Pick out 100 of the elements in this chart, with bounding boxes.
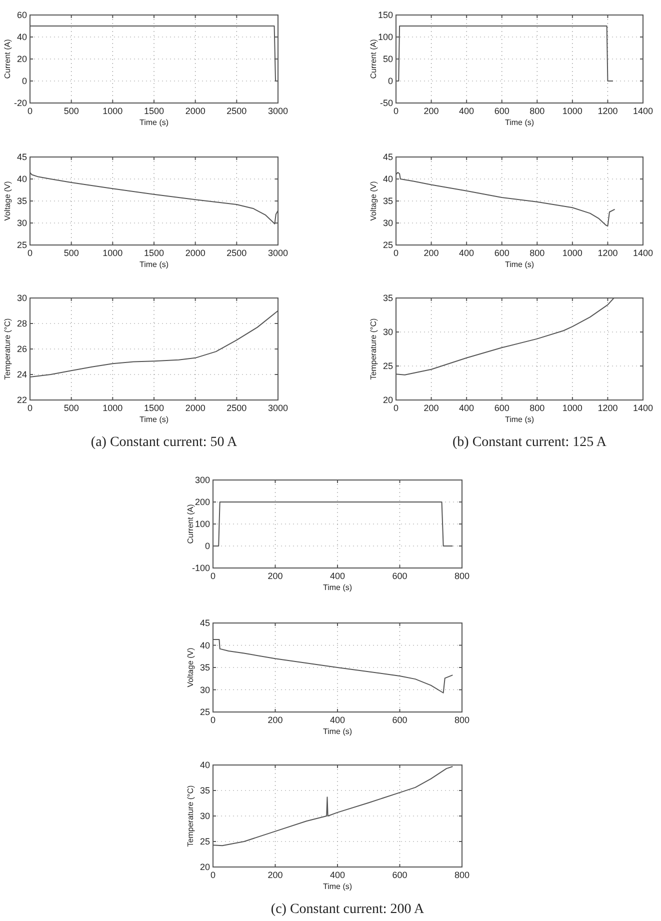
y-tick-label: 45 <box>16 152 27 162</box>
y-tick-label: 100 <box>378 32 393 42</box>
y-tick-label: 26 <box>16 344 27 354</box>
x-tick-label: 800 <box>530 106 545 116</box>
x-axis-title: Time (s) <box>139 415 169 424</box>
y-axis-title: Temperature (°C) <box>186 784 195 847</box>
y-axis-title: Temperature (°C) <box>3 318 12 380</box>
y-axis-title: Voltage (V) <box>3 180 12 221</box>
y-tick-label: 30 <box>200 811 210 821</box>
x-tick-label: 1000 <box>102 403 123 413</box>
y-tick-label: 30 <box>382 327 393 337</box>
x-tick-label: 1000 <box>562 106 582 116</box>
y-axis-title: Current (A) <box>186 504 195 544</box>
x-tick-label: 800 <box>454 715 470 725</box>
y-tick-label: 100 <box>194 519 210 529</box>
x-axis-title: Time (s) <box>322 583 352 592</box>
y-tick-label: 24 <box>16 370 27 380</box>
x-tick-label: 200 <box>268 571 283 581</box>
y-tick-label: 25 <box>200 836 210 846</box>
x-tick-label: 2500 <box>226 106 247 116</box>
y-tick-label: 28 <box>16 318 27 328</box>
y-tick-label: 200 <box>194 497 210 507</box>
y-tick-label: 0 <box>22 76 27 86</box>
x-tick-label: 600 <box>392 571 408 581</box>
x-tick-label: 1500 <box>144 403 164 413</box>
y-tick-label: 25 <box>382 240 393 250</box>
y-axis-title: Temperature (°C) <box>369 318 378 380</box>
y-tick-label: 22 <box>16 395 27 405</box>
x-tick-label: 600 <box>392 715 408 725</box>
x-tick-label: 200 <box>268 715 283 725</box>
x-tick-label: 1500 <box>144 106 164 116</box>
y-tick-label: 30 <box>16 293 27 303</box>
x-tick-label: 1200 <box>598 106 618 116</box>
x-tick-label: 400 <box>330 870 346 880</box>
x-tick-label: 200 <box>424 106 439 116</box>
y-tick-label: 60 <box>16 10 27 20</box>
y-tick-label: 20 <box>16 54 27 64</box>
x-tick-label: 400 <box>330 571 346 581</box>
y-tick-label: 20 <box>200 862 210 872</box>
y-tick-label: 150 <box>378 10 393 20</box>
x-tick-label: 1000 <box>102 248 123 258</box>
x-tick-label: 800 <box>530 248 545 258</box>
x-tick-label: 1400 <box>632 106 654 116</box>
y-axis-title: Voltage (V) <box>369 180 378 221</box>
x-tick-label: 600 <box>494 106 510 116</box>
y-tick-label: 45 <box>200 618 210 628</box>
y-tick-label: 30 <box>382 218 393 228</box>
y-tick-label: 50 <box>382 54 393 64</box>
x-tick-label: 800 <box>454 870 470 880</box>
y-tick-label: 20 <box>382 395 393 405</box>
x-axis-title: Time (s) <box>504 260 534 269</box>
x-tick-label: 200 <box>424 403 439 413</box>
y-tick-label: 40 <box>16 32 27 42</box>
x-tick-label: 500 <box>64 248 79 258</box>
y-tick-label: -50 <box>380 98 393 108</box>
y-axis-title: Voltage (V) <box>186 647 195 688</box>
x-axis-title: Time (s) <box>504 415 534 424</box>
x-tick-label: 800 <box>454 571 470 581</box>
y-tick-label: 40 <box>382 174 393 184</box>
y-tick-label: 35 <box>382 196 393 206</box>
x-tick-label: 600 <box>494 403 510 413</box>
y-tick-label: 25 <box>382 361 393 371</box>
y-tick-label: 30 <box>16 218 27 228</box>
text: (a) Constant current: 50 A <box>90 435 238 450</box>
x-tick-label: 400 <box>459 106 474 116</box>
x-tick-label: 2000 <box>185 248 206 258</box>
y-axis-title: Current (A) <box>3 38 12 79</box>
x-tick-label: 200 <box>424 248 439 258</box>
x-tick-label: 1000 <box>562 403 582 413</box>
x-tick-label: 3000 <box>268 403 288 413</box>
x-tick-label: 1400 <box>632 248 654 258</box>
x-tick-label: 3000 <box>268 248 288 258</box>
y-tick-label: 300 <box>194 475 210 485</box>
x-tick-label: 1500 <box>144 248 164 258</box>
y-tick-label: 40 <box>16 174 27 184</box>
y-tick-label: 35 <box>200 786 210 796</box>
x-axis-title: Time (s) <box>322 882 352 891</box>
x-axis-title: Time (s) <box>322 727 352 736</box>
x-axis-title: Time (s) <box>139 260 169 269</box>
x-tick-label: 400 <box>330 715 346 725</box>
x-tick-label: 500 <box>64 106 79 116</box>
x-tick-label: 400 <box>459 403 474 413</box>
x-tick-label: 1000 <box>562 248 582 258</box>
x-tick-label: 800 <box>530 403 545 413</box>
y-tick-label: 0 <box>204 541 210 551</box>
x-tick-label: 2500 <box>226 248 247 258</box>
x-tick-label: 500 <box>64 403 79 413</box>
y-tick-label: 30 <box>200 684 210 695</box>
y-tick-label: 25 <box>200 707 210 717</box>
x-tick-label: 600 <box>392 870 408 880</box>
x-tick-label: 600 <box>494 248 510 258</box>
x-tick-label: 2000 <box>185 106 206 116</box>
x-tick-label: 200 <box>268 870 283 880</box>
x-tick-label: 1000 <box>102 106 123 116</box>
y-tick-label: -100 <box>192 563 210 573</box>
text: (b) Constant current: 125 A <box>452 435 608 450</box>
x-axis-title: Time (s) <box>139 118 169 127</box>
x-tick-label: 2500 <box>226 403 247 413</box>
x-tick-label: 2000 <box>185 403 206 413</box>
y-tick-label: 25 <box>16 240 27 250</box>
